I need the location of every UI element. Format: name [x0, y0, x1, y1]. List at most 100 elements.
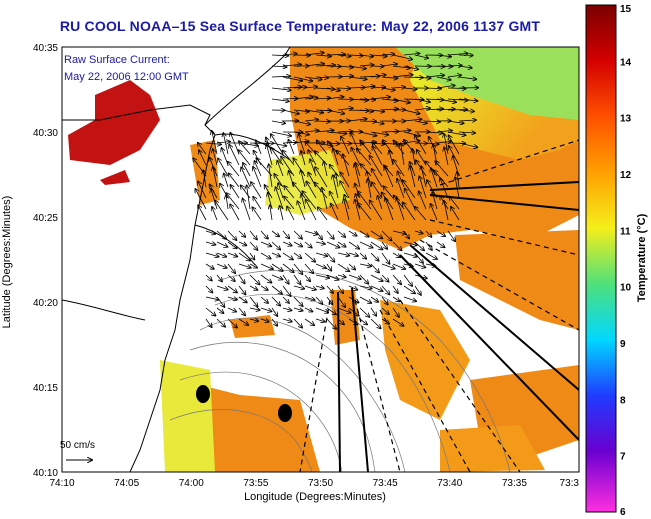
current-vector	[392, 98, 410, 103]
current-vector	[447, 88, 466, 89]
y-tick-label: 40:30	[33, 128, 58, 139]
current-vector	[304, 87, 317, 88]
current-vector	[198, 143, 207, 155]
current-vector	[403, 252, 417, 257]
current-vector	[372, 169, 383, 188]
current-vector	[403, 285, 415, 293]
current-vector	[337, 253, 349, 256]
current-vectors	[193, 53, 478, 329]
current-vector	[337, 241, 346, 247]
current-vector	[227, 318, 237, 328]
current-vector	[412, 149, 416, 166]
current-vector	[326, 54, 345, 55]
current-vector	[370, 307, 376, 316]
current-vector	[348, 77, 367, 79]
current-vector	[403, 53, 420, 55]
x-axis-label: Longitude (Degrees:Minutes)	[244, 491, 386, 503]
current-vector	[403, 99, 424, 100]
current-vector	[238, 274, 245, 284]
current-vector	[216, 285, 228, 290]
current-vector	[370, 241, 383, 250]
current-vector	[359, 241, 373, 248]
current-vector	[216, 263, 227, 268]
current-vector	[359, 307, 369, 317]
current-vector	[403, 119, 422, 121]
current-vector	[215, 201, 229, 221]
current-vector	[238, 285, 246, 295]
current-vector	[392, 318, 404, 326]
current-vector	[403, 65, 418, 69]
current-vector	[381, 307, 389, 314]
y-tick-label: 40:10	[33, 468, 58, 479]
current-vector	[348, 318, 358, 325]
current-vector	[243, 199, 251, 221]
current-vector	[216, 252, 226, 257]
current-vector	[249, 252, 255, 260]
current-vector	[260, 230, 268, 239]
current-vector	[414, 121, 427, 123]
current-vector	[403, 264, 413, 266]
current-vector	[203, 170, 207, 188]
current-vector	[397, 198, 405, 221]
current-vector	[348, 99, 368, 100]
current-vector	[436, 131, 452, 133]
current-vector	[425, 252, 437, 259]
current-vector	[284, 196, 295, 210]
current-vector	[280, 206, 284, 221]
current-vector	[271, 230, 279, 237]
current-vector	[381, 64, 397, 66]
current-vector	[370, 318, 381, 328]
current-vector	[383, 186, 394, 199]
current-vector	[238, 318, 248, 325]
current-vector	[330, 192, 339, 210]
current-vector	[348, 55, 363, 56]
current-vector	[381, 77, 398, 78]
current-vector	[348, 241, 359, 249]
current-vector	[336, 173, 338, 188]
current-vector	[403, 296, 416, 301]
current-vector	[229, 145, 240, 166]
y-tick-label: 40:35	[33, 43, 58, 54]
current-vector	[392, 307, 399, 317]
current-vector	[282, 263, 294, 272]
current-vector	[381, 54, 394, 55]
current-vector	[414, 98, 430, 102]
current-vector	[381, 252, 390, 264]
current-vector	[337, 275, 346, 277]
current-vector	[458, 77, 476, 79]
current-vector	[326, 274, 339, 280]
current-vector	[337, 55, 351, 56]
current-vector	[359, 318, 367, 325]
current-vector	[403, 109, 420, 114]
current-vector	[326, 285, 333, 293]
current-vector	[304, 285, 316, 290]
current-vector	[337, 285, 343, 293]
current-vector	[370, 285, 383, 291]
current-vector	[315, 307, 328, 313]
current-vector	[369, 156, 383, 177]
current-vector	[293, 230, 302, 239]
current-vector	[370, 97, 390, 99]
current-vector	[271, 241, 280, 250]
y-tick-label: 40:15	[33, 383, 58, 394]
current-vector	[340, 172, 350, 188]
x-tick-label: 74:00	[179, 478, 204, 489]
current-vector	[271, 142, 286, 146]
x-axis-ticks: 74:10 74:05 74:00 73:55 73:50 73:45 73:40 73:35…	[49, 478, 579, 489]
current-vector	[282, 274, 289, 284]
current-vector	[444, 147, 449, 166]
current-vector	[355, 200, 361, 221]
colorbar-tick-label: 7	[620, 452, 626, 463]
current-vector	[315, 263, 326, 268]
current-vector	[271, 99, 289, 101]
current-vector	[297, 201, 306, 221]
current-vector	[359, 110, 373, 112]
current-vector	[451, 207, 460, 221]
current-vector	[447, 110, 467, 111]
current-vector	[436, 85, 455, 89]
current-vector	[238, 252, 250, 261]
current-vector	[253, 167, 262, 188]
current-vector	[212, 207, 218, 221]
current-vector	[381, 241, 387, 249]
current-vector	[249, 230, 257, 240]
